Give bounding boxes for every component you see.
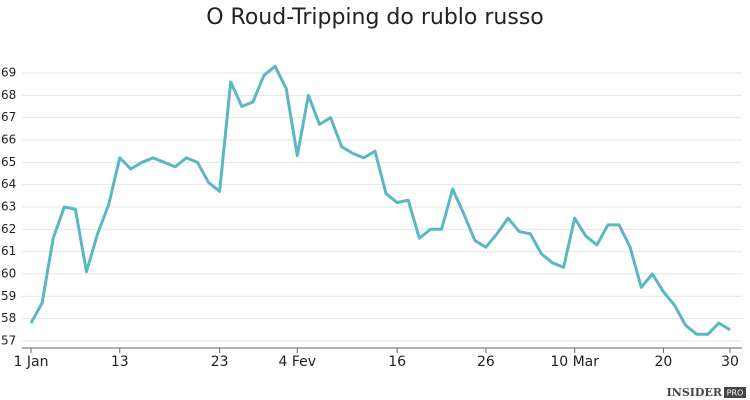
y-tick-label: 66 xyxy=(1,132,16,146)
y-tick-label: 62 xyxy=(1,222,16,236)
x-tick-label: 10 Mar xyxy=(550,354,599,370)
y-tick-label: 65 xyxy=(1,155,16,169)
x-tick-label: 26 xyxy=(477,354,495,370)
y-tick-label: 67 xyxy=(1,110,16,124)
x-tick-label: 16 xyxy=(388,354,406,370)
y-tick-label: 64 xyxy=(1,177,16,191)
x-tick-label: 1 Jan xyxy=(14,354,49,370)
y-tick-label: 68 xyxy=(1,88,16,102)
x-tick-label: 4 Fev xyxy=(279,354,317,370)
footer-badge-bg xyxy=(724,387,746,398)
footer-badge: PRO xyxy=(727,389,744,398)
y-tick-label: 61 xyxy=(1,244,16,258)
y-tick-label: 57 xyxy=(1,333,16,347)
x-tick-label: 23 xyxy=(211,354,229,370)
y-tick-label: 63 xyxy=(1,199,16,213)
chart-title: O Roud-Tripping do rublo russo xyxy=(206,5,544,30)
x-tick-label: 13 xyxy=(111,354,129,370)
y-tick-label: 60 xyxy=(1,266,16,280)
x-tick-label: 20 xyxy=(655,354,673,370)
x-tick-label: 30 xyxy=(721,354,739,370)
y-tick-label: 58 xyxy=(1,311,16,325)
footer-logo: INSIDER xyxy=(667,386,723,399)
line-series xyxy=(29,64,731,336)
y-tick-label: 59 xyxy=(1,289,16,303)
y-tick-label: 69 xyxy=(1,65,16,79)
